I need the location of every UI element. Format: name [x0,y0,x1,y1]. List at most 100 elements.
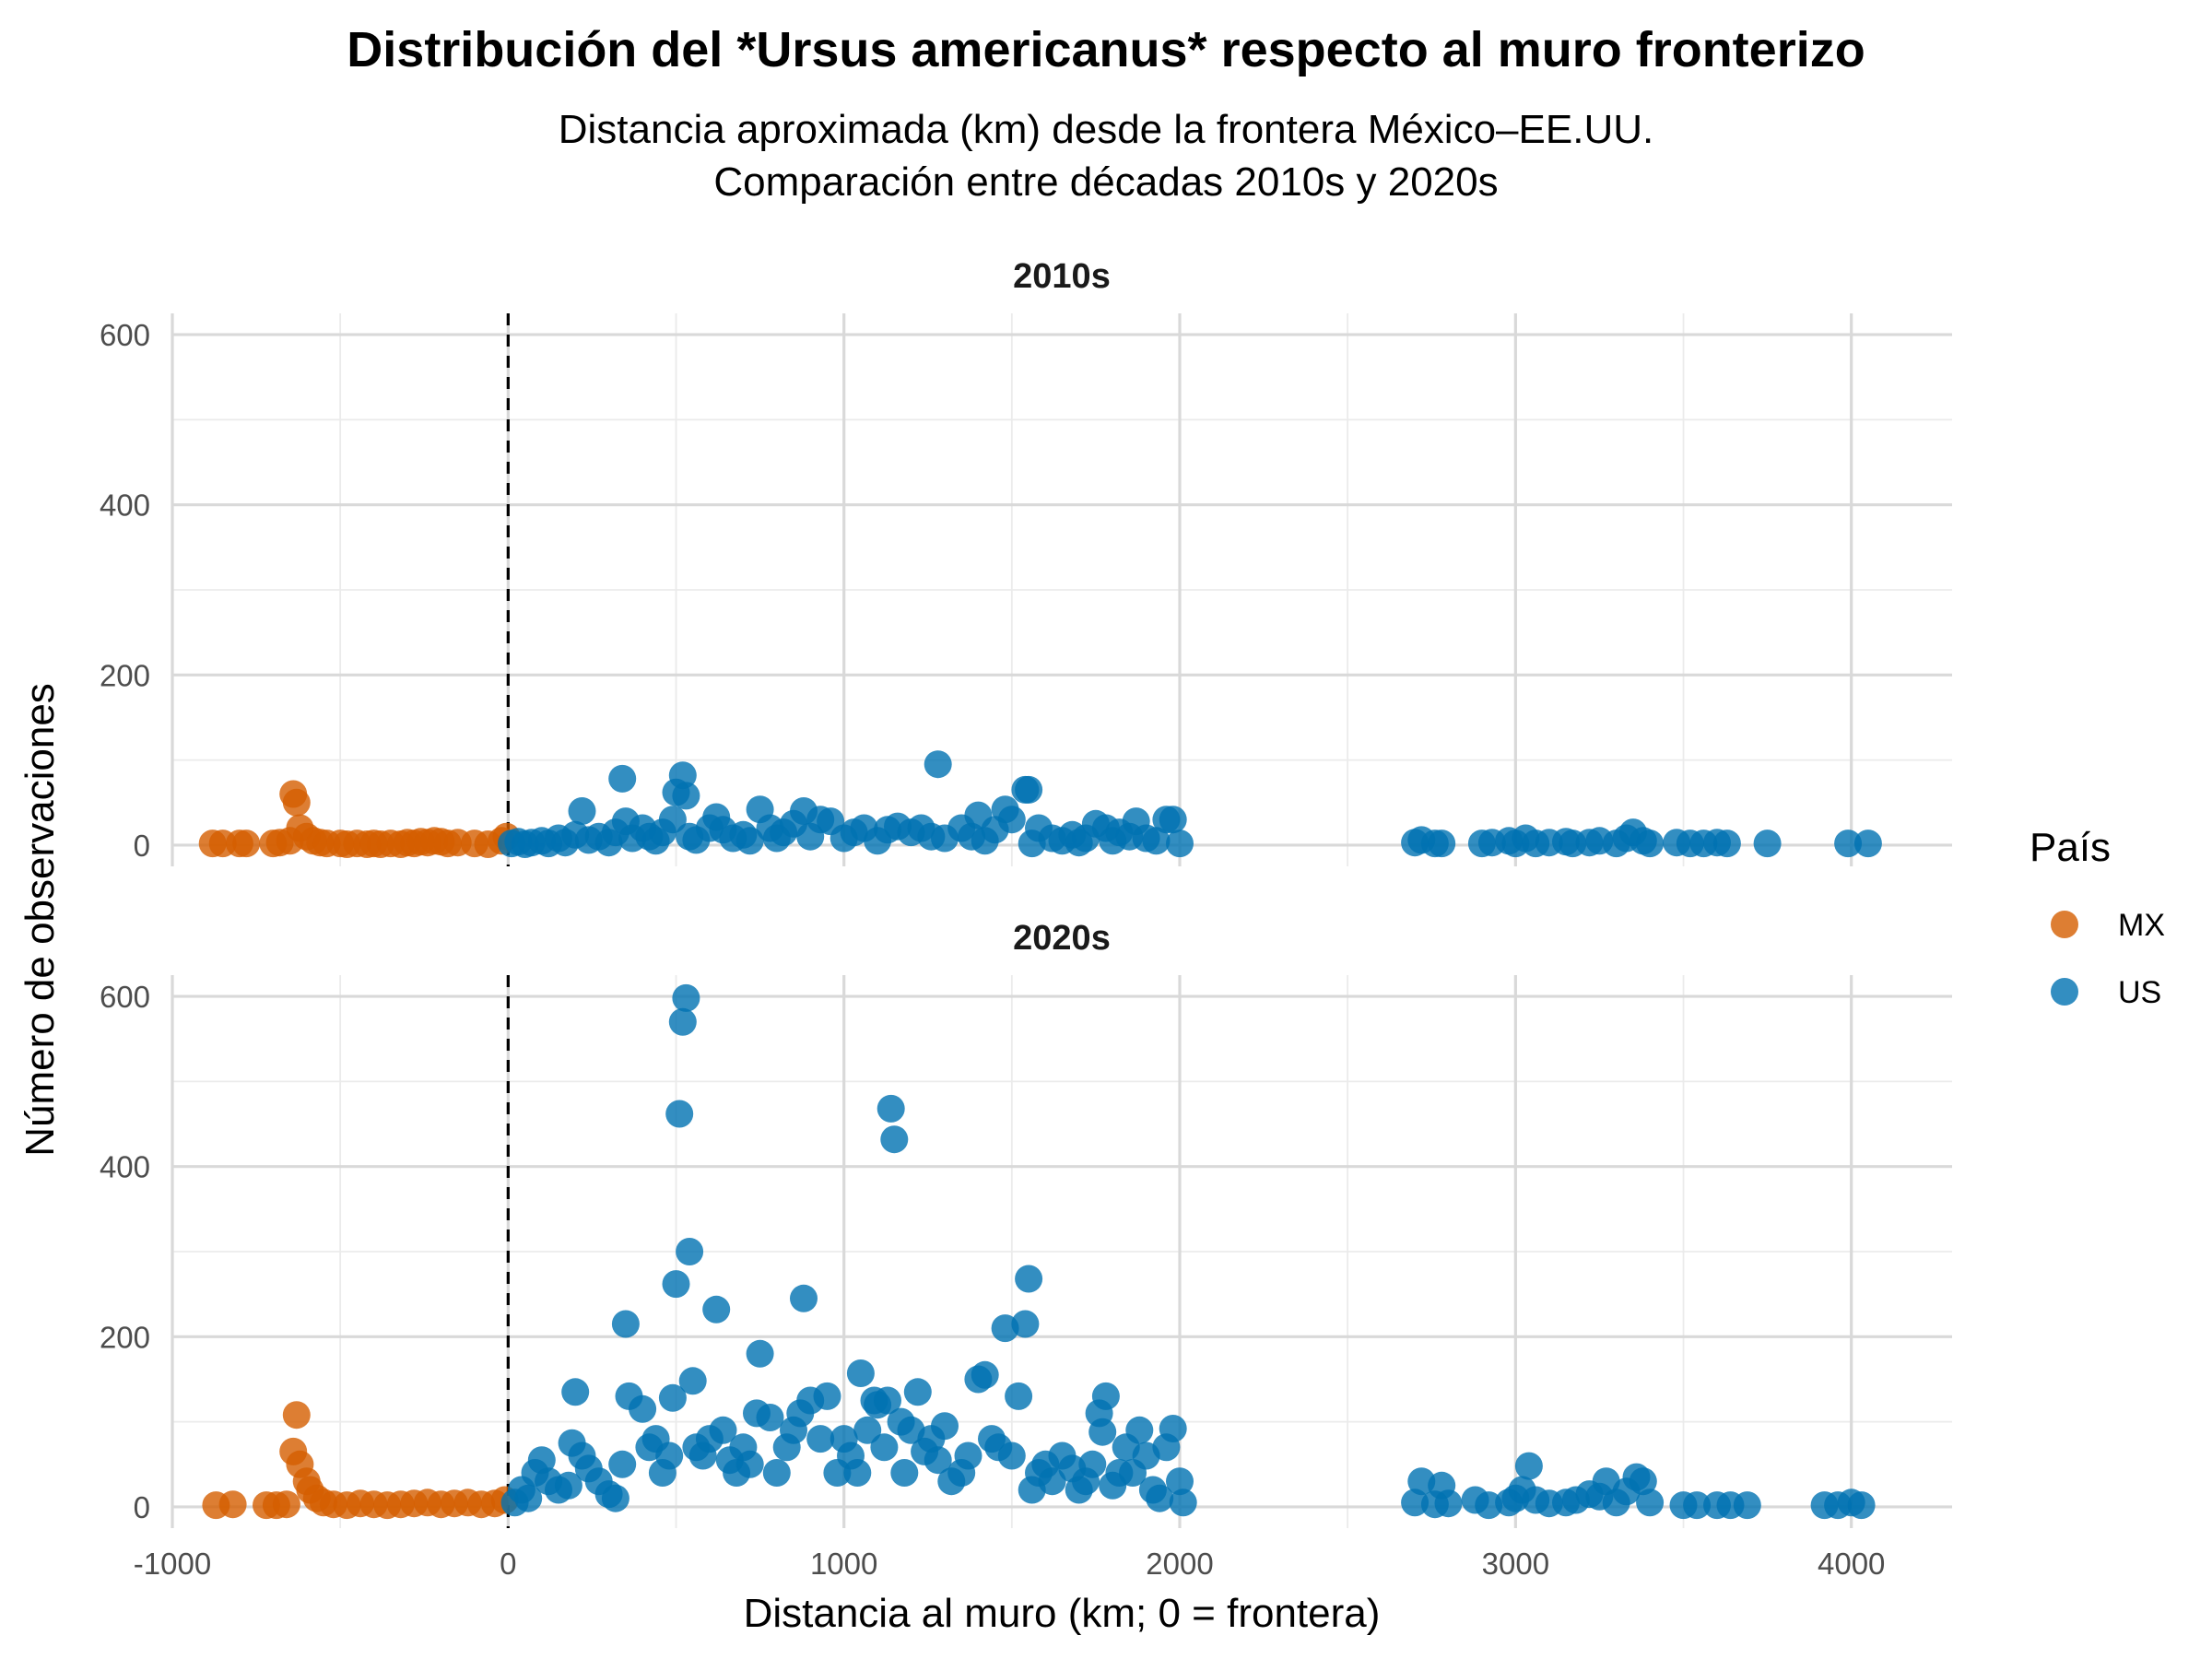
x-tick-label: -1000 [134,1547,211,1581]
data-point-us [655,1441,684,1470]
data-point-us [1712,830,1741,858]
data-point-us [1166,830,1194,858]
x-tick-label: 4000 [1818,1547,1885,1581]
chart-title: Distribución del *Ursus americanus* resp… [347,22,1865,77]
data-point-us [1434,1489,1463,1518]
data-point-us [1847,1491,1876,1520]
data-point-us [971,1360,999,1389]
data-point-us [1038,1467,1066,1496]
data-point-us [880,1125,909,1154]
data-point-us [903,1378,932,1406]
legend-title: País [2030,825,2111,870]
data-point-us [709,1416,737,1444]
data-point-us [1475,1491,1503,1520]
y-tick-label: 200 [100,1320,150,1354]
legend: País MX US [2030,825,2165,1010]
y-tick-label: 400 [100,488,150,523]
data-point-us [672,782,700,810]
legend-label-us: US [2118,975,2161,1010]
data-point-us [853,1416,882,1444]
data-point-us [568,797,596,825]
data-point-us [1005,1382,1033,1410]
data-point-us [746,1339,774,1368]
chart-subtitle-line-2: Comparación entre décadas 2010s y 2020s [713,159,1498,205]
data-point-us [874,1386,901,1415]
data-point-us [813,1382,841,1410]
data-point-us [1683,1491,1712,1520]
data-point-us [846,1359,875,1387]
data-point-us [997,1441,1026,1470]
data-point-us [1834,830,1863,858]
panel-points [198,750,1882,858]
data-point-mx [282,788,311,817]
data-point-us [1015,775,1043,804]
data-point-us [561,1378,590,1406]
facet-strip-label-2010s: 2010s [1013,257,1111,296]
data-point-us [1853,830,1882,858]
facet-panel-2010s: 2010s 0 200 400 600 [100,257,1952,866]
data-point-us [924,750,952,779]
data-point-us [954,1441,982,1470]
data-point-us [806,1425,835,1453]
y-axis-title: Número de observaciones [18,683,63,1157]
x-tick-label: 1000 [810,1547,877,1581]
data-point-us [1091,1382,1120,1410]
data-point-us [924,1446,952,1475]
data-point-us [843,1459,872,1487]
data-point-mx [282,1401,311,1430]
data-point-us [1428,830,1456,858]
panel-points [202,983,1876,1520]
x-tick-label: 2000 [1146,1547,1213,1581]
data-point-us [1753,830,1782,858]
y-tick-label: 0 [134,1490,150,1524]
data-point-us [1159,1415,1187,1442]
data-point-us [1159,806,1187,834]
legend-key-us [2051,978,2078,1006]
facet-panel-2020s: 2020s 0 200 400 600 [100,919,1952,1528]
data-point-us [790,1284,818,1312]
y-tick-label: 600 [100,318,150,352]
data-point-us [608,1450,637,1478]
panel-grid: 0 200 400 600 [100,975,1952,1528]
data-point-us [1514,1452,1543,1480]
data-point-us [658,806,687,834]
data-point-us [1011,1310,1040,1338]
data-point-mx [272,1490,300,1519]
facet-strip-label-2020s: 2020s [1013,919,1111,958]
data-point-us [662,1270,690,1299]
data-point-us [665,1100,694,1128]
data-point-us [762,1459,791,1487]
x-tick-label: 3000 [1482,1547,1549,1581]
chart-subtitle-line-1: Distancia aproximada (km) desde la front… [559,107,1653,152]
data-point-us [877,1094,905,1123]
data-point-us [1629,1467,1657,1496]
data-point-us [890,1459,919,1487]
data-point-us [1166,1467,1194,1496]
data-point-us [668,761,697,790]
data-point-us [1015,1265,1043,1293]
data-point-us [672,983,700,1012]
data-point-mx [218,1490,247,1519]
data-point-us [1169,1488,1197,1517]
x-axis-tick-labels: -1000 0 1000 2000 3000 4000 [134,1547,1886,1581]
data-point-us [735,827,764,855]
data-point-mx [232,830,261,858]
y-tick-label: 600 [100,980,150,1014]
data-point-us [676,1238,704,1265]
data-point-us [554,1471,582,1500]
data-point-us [678,1367,707,1395]
data-point-us [997,806,1026,834]
y-tick-label: 400 [100,1150,150,1184]
data-point-us [608,764,637,793]
data-point-us [1078,1450,1107,1478]
data-point-us [735,1450,764,1478]
data-point-us [658,1383,687,1412]
data-point-us [702,1295,731,1324]
data-point-us [668,1007,697,1036]
x-axis-title: Distancia al muro (km; 0 = frontera) [744,1591,1381,1636]
legend-key-mx [2051,911,2078,938]
data-point-us [514,1484,543,1512]
data-point-us [870,1433,899,1462]
data-point-us [527,1446,556,1475]
data-point-us [629,1394,657,1423]
